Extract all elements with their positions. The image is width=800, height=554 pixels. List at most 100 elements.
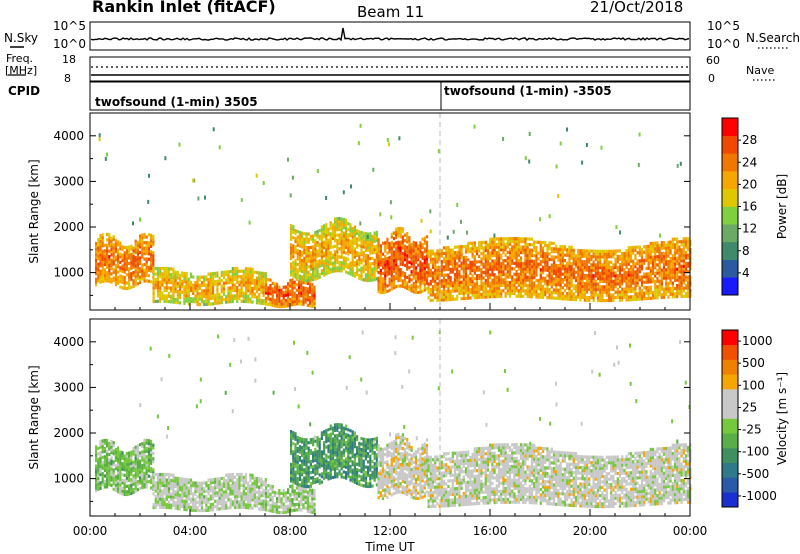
echo-cell bbox=[183, 505, 186, 509]
echo-cell bbox=[101, 260, 104, 264]
echo-cell bbox=[592, 268, 595, 272]
echo-cell bbox=[196, 286, 199, 290]
echo-cell bbox=[143, 479, 146, 484]
echo-cell bbox=[329, 224, 332, 228]
echo-cell bbox=[225, 270, 228, 274]
echo-cell bbox=[147, 450, 150, 454]
echo-cell bbox=[590, 282, 593, 286]
echo-cell bbox=[323, 235, 326, 239]
echo-cell bbox=[500, 242, 503, 246]
echo-cell bbox=[482, 287, 485, 291]
echo-cell bbox=[255, 287, 259, 291]
echo-cell bbox=[218, 295, 221, 300]
echo-cell bbox=[596, 274, 600, 278]
echo-cell bbox=[178, 485, 182, 489]
echo-cell bbox=[568, 262, 571, 266]
echo-cell bbox=[209, 286, 212, 290]
echo-cell bbox=[541, 284, 545, 288]
echo-cell bbox=[125, 286, 128, 291]
echo-cell bbox=[583, 295, 586, 299]
echo-cell bbox=[97, 452, 100, 456]
echo-cell bbox=[537, 265, 540, 269]
echo-cell bbox=[367, 232, 370, 236]
echo-cell bbox=[632, 287, 635, 291]
echo-cell bbox=[318, 264, 321, 268]
echo-cell bbox=[456, 264, 459, 268]
echo-cell bbox=[638, 264, 641, 268]
echo-cell bbox=[147, 452, 150, 456]
echo-cell bbox=[570, 254, 573, 258]
echo-cell bbox=[489, 262, 492, 266]
echo-cell bbox=[632, 251, 635, 255]
echo-cell bbox=[599, 296, 602, 300]
echo-cell bbox=[108, 271, 111, 275]
echo-cell bbox=[229, 270, 232, 274]
echo-cell bbox=[431, 249, 435, 253]
echo-cell bbox=[114, 266, 117, 270]
echo-cell bbox=[119, 477, 122, 481]
echo-cell bbox=[643, 250, 646, 254]
echo-cell bbox=[121, 267, 124, 271]
echo-cell bbox=[290, 245, 293, 250]
echo-cell bbox=[227, 297, 230, 301]
echo-cell bbox=[625, 298, 628, 302]
echo-cell bbox=[410, 242, 413, 246]
echo-cell bbox=[95, 250, 98, 254]
echo-cell bbox=[478, 290, 481, 294]
echo-cell bbox=[392, 256, 396, 260]
echo-cell bbox=[103, 441, 106, 445]
echo-cell bbox=[484, 262, 487, 266]
echo-cell bbox=[671, 265, 674, 269]
echo-cell bbox=[342, 256, 345, 260]
echo-cell bbox=[313, 294, 316, 298]
echo-cell bbox=[300, 288, 303, 292]
echo-cell bbox=[172, 487, 175, 491]
echo-cell bbox=[229, 289, 232, 293]
echo-cell bbox=[207, 294, 210, 298]
echo-cell bbox=[316, 276, 319, 280]
echo-cell bbox=[568, 275, 571, 279]
echo-cell bbox=[183, 491, 186, 495]
echo-cell bbox=[460, 297, 463, 301]
echo-cell bbox=[358, 254, 361, 258]
echo-cell bbox=[194, 497, 197, 502]
echo-cell bbox=[121, 454, 124, 458]
echo-cell bbox=[550, 282, 553, 286]
echo-cell bbox=[464, 291, 468, 295]
echo-cell bbox=[504, 259, 507, 263]
echo-cell bbox=[395, 260, 398, 264]
echo-cell bbox=[112, 251, 115, 255]
echo-cell bbox=[327, 260, 330, 264]
echo-cell bbox=[384, 257, 387, 261]
echo-cell bbox=[300, 294, 303, 298]
echo-cell bbox=[101, 439, 104, 443]
scatter-echo bbox=[638, 132, 641, 137]
echo-cell bbox=[209, 489, 212, 493]
echo-cell bbox=[526, 292, 529, 296]
echo-cell bbox=[676, 295, 679, 299]
echo-cell bbox=[544, 279, 547, 283]
echo-cell bbox=[570, 292, 573, 296]
echo-cell bbox=[167, 481, 171, 485]
echo-cell bbox=[290, 270, 293, 274]
echo-cell bbox=[627, 248, 630, 253]
echo-cell bbox=[678, 281, 681, 285]
echo-cell bbox=[307, 251, 310, 255]
echo-cell bbox=[296, 235, 299, 239]
echo-cell bbox=[539, 243, 542, 247]
echo-cell bbox=[108, 255, 111, 259]
echo-cell bbox=[136, 254, 139, 258]
echo-cell bbox=[440, 295, 443, 299]
echo-cell bbox=[373, 237, 376, 241]
echo-cell bbox=[535, 295, 538, 299]
echo-cell bbox=[526, 256, 529, 260]
echo-cell bbox=[548, 257, 551, 262]
echo-cell bbox=[656, 285, 659, 289]
echo-cell bbox=[640, 261, 644, 265]
echo-cell bbox=[423, 285, 426, 289]
echo-cell bbox=[99, 261, 102, 265]
echo-cell bbox=[627, 259, 630, 264]
echo-cell bbox=[187, 494, 190, 498]
echo-cell bbox=[309, 273, 312, 277]
echo-cell bbox=[373, 239, 376, 243]
